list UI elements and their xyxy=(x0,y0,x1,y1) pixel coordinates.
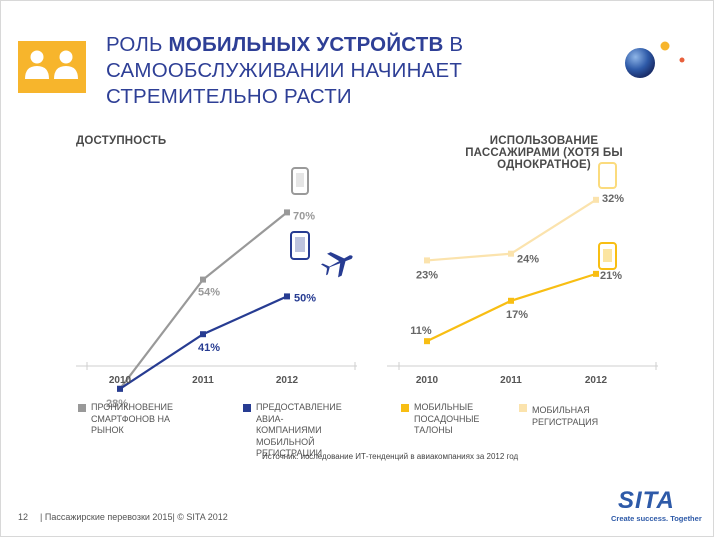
phone-icon xyxy=(291,167,309,195)
legend-swatch xyxy=(243,404,251,412)
tagline: Create success. Together xyxy=(611,514,702,523)
data-label: 41% xyxy=(198,342,220,354)
legend-swatch xyxy=(519,404,527,412)
data-point xyxy=(117,385,123,392)
x-tick-label: 2010 xyxy=(109,375,132,386)
mobile-checkin-phone-icon xyxy=(290,231,310,260)
footer: 12 | Пассажирские перевозки 2015| © SITA … xyxy=(18,512,228,522)
data-point xyxy=(200,331,206,338)
globe-icon xyxy=(625,41,685,78)
series-line-0 xyxy=(119,211,288,390)
airplane-icon xyxy=(320,252,353,278)
footer-text: | Пассажирские перевозки 2015| © SITA 20… xyxy=(40,512,228,522)
page-number: 12 xyxy=(18,512,29,522)
data-label: 50% xyxy=(294,292,316,304)
source-note: Источник: исследование ИТ-тенденций в ав… xyxy=(262,452,519,461)
x-tick-label: 2011 xyxy=(192,375,214,386)
data-point xyxy=(284,209,290,216)
legend-swatch xyxy=(401,404,409,412)
chart1-title: ДОСТУПНОСТЬ xyxy=(76,135,167,147)
data-label: 54% xyxy=(198,287,220,299)
people-icon xyxy=(18,41,86,93)
data-point xyxy=(200,276,206,283)
chart2-title: ИСПОЛЬЗОВАНИЕ ПАССАЖИРАМИ (ХОТЯ БЫ ОДНОК… xyxy=(465,135,623,171)
data-point xyxy=(284,293,290,300)
data-label: 70% xyxy=(293,210,315,222)
data-label: 28% xyxy=(106,398,128,410)
x-tick-label: 2012 xyxy=(276,375,299,386)
svg-text:SITA: SITA xyxy=(618,487,675,512)
slide-title: РОЛЬ МОБИЛЬНЫХ УСТРОЙСТВ В САМООБСЛУЖИВА… xyxy=(106,33,464,108)
sita-logo: SITA xyxy=(618,487,675,512)
legend-swatch xyxy=(78,404,86,412)
